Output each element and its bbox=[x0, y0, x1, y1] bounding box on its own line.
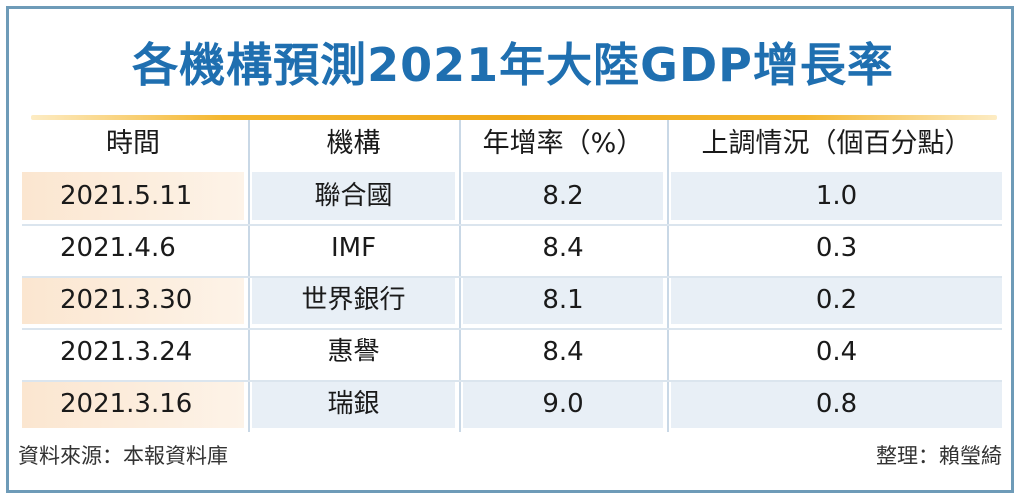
cell-growth: 9.0 bbox=[463, 380, 663, 428]
table-row: 2021.3.24 惠譽 8.4 0.4 bbox=[22, 328, 1002, 380]
cell-date: 2021.3.30 bbox=[22, 276, 244, 324]
cell-raise: 0.4 bbox=[671, 328, 1002, 376]
row-divider bbox=[22, 224, 1002, 226]
table-row: 2021.4.6 IMF 8.4 0.3 bbox=[22, 224, 1002, 276]
table-row: 2021.3.30 世界銀行 8.1 0.2 bbox=[22, 276, 1002, 328]
table-row: 2021.3.16 瑞銀 9.0 0.8 bbox=[22, 380, 1002, 432]
row-divider bbox=[22, 276, 1002, 278]
page-title: 各機構預測2021年大陸GDP增長率 bbox=[132, 38, 894, 92]
cell-org: IMF bbox=[252, 224, 455, 272]
cell-growth: 8.2 bbox=[463, 172, 663, 220]
cell-date: 2021.3.16 bbox=[22, 380, 244, 428]
header-org: 機構 bbox=[326, 128, 381, 159]
title-underline bbox=[31, 115, 997, 120]
source-note: 資料來源：本報資料庫 bbox=[18, 444, 228, 468]
cell-date: 2021.3.24 bbox=[22, 328, 244, 376]
row-divider bbox=[22, 328, 1002, 330]
cell-raise: 0.2 bbox=[671, 276, 1002, 324]
cell-raise: 1.0 bbox=[671, 172, 1002, 220]
cell-growth: 8.4 bbox=[463, 328, 663, 376]
table-row: 2021.5.11 聯合國 8.2 1.0 bbox=[22, 172, 1002, 224]
cell-growth: 8.4 bbox=[463, 224, 663, 272]
row-divider bbox=[22, 380, 1002, 382]
table-header-row: 時間 機構 年增率（%） 上調情況（個百分點） bbox=[22, 120, 1002, 172]
forecast-table: 時間 機構 年增率（%） 上調情況（個百分點） 2021.5.11 聯合國 8.… bbox=[22, 120, 1002, 432]
editor-credit: 整理：賴瑩綺 bbox=[876, 444, 1002, 468]
cell-org: 瑞銀 bbox=[252, 380, 455, 428]
header-growth: 年增率（%） bbox=[482, 128, 644, 159]
cell-raise: 0.8 bbox=[671, 380, 1002, 428]
cell-raise: 0.3 bbox=[671, 224, 1002, 272]
cell-org: 聯合國 bbox=[252, 172, 455, 220]
header-raise: 上調情況（個百分點） bbox=[701, 128, 972, 159]
cell-growth: 8.1 bbox=[463, 276, 663, 324]
header-date: 時間 bbox=[106, 128, 160, 159]
cell-org: 世界銀行 bbox=[252, 276, 455, 324]
cell-date: 2021.5.11 bbox=[22, 172, 244, 220]
cell-org: 惠譽 bbox=[252, 328, 455, 376]
cell-date: 2021.4.6 bbox=[22, 224, 244, 272]
